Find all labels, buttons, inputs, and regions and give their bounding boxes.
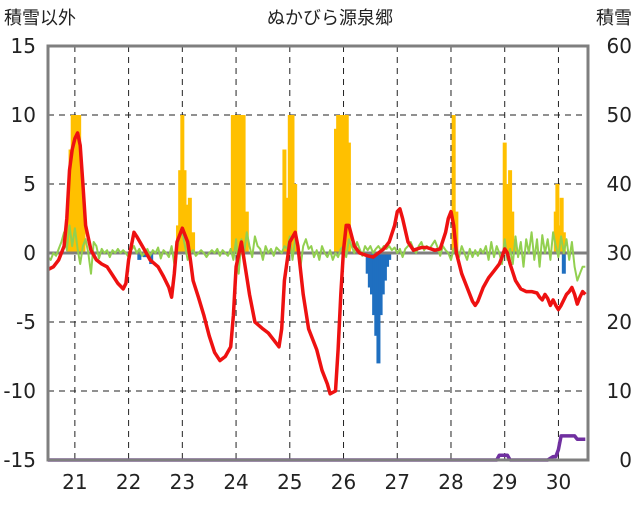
precip-positive-bar [338,115,343,253]
precip-positive-bar [336,115,341,253]
precip-positive-bar [555,184,560,253]
left-y-tick-label: 15 [11,34,36,58]
precip-positive-bar [508,170,513,253]
right-y-tick-label: 40 [607,172,632,196]
precip-negative-bar [370,253,374,295]
x-tick-label: 26 [331,470,356,494]
snow-depth-series-line [48,434,586,462]
precip-negative-bar [142,253,147,258]
precip-bars [66,115,566,364]
left-y-tick-label: 10 [11,103,36,127]
chart-title: ぬかびら源泉郷 [267,8,393,29]
right-y-tick-label: 50 [607,103,632,127]
series-lines [47,131,588,462]
right-y-tick-label: 60 [607,34,632,58]
precip-positive-bar [68,149,73,253]
precip-positive-bar [232,115,237,253]
precip-positive-bar [340,115,345,253]
x-tick-label: 25 [277,470,302,494]
precip-positive-bar [557,225,562,253]
precip-negative-bar [137,253,142,260]
precip-negative-bar [382,253,387,281]
precip-negative-bar [365,253,370,274]
precip-positive-bar [287,115,292,253]
precip-positive-bar [561,232,566,253]
precip-positive-bar [510,211,515,253]
precip-positive-bar [290,115,295,253]
precip-positive-bar [451,115,456,253]
precip-positive-bar [342,115,347,253]
temperature-series-line [47,131,587,396]
precip-positive-bar [505,184,510,253]
precip-positive-bar [77,115,82,253]
precip-positive-bar [454,211,459,253]
precip-positive-bar [70,115,75,253]
precip-negative-bar [385,253,390,267]
right-y-tick-label: 30 [607,241,632,265]
right-axis-label: 積雪 [596,8,632,29]
plot-frame [46,44,590,462]
precip-positive-bar [178,170,183,253]
precip-positive-bar [66,197,71,253]
left-y-tick-label: 0 [23,241,36,265]
precip-negative-bar [367,253,372,288]
precip-positive-bar [293,184,298,253]
precip-positive-bar [239,115,244,253]
x-tick-label: 28 [438,470,463,494]
precip-positive-bar [346,142,351,253]
left-y-tick-label: 5 [23,172,36,196]
precip-positive-bar [182,170,187,253]
precip-positive-bar [230,115,235,253]
right-y-tick-label: 0 [619,448,632,472]
precip-negative-bar [372,253,377,316]
x-tick-label: 23 [170,470,195,494]
precip-positive-bar [72,115,77,253]
precip-positive-bar [237,115,242,253]
precip-negative-bar [561,253,566,274]
left-y-tick-label: -5 [16,310,36,334]
precip-positive-bar [75,115,80,253]
x-tick-label: 21 [62,470,87,494]
precip-positive-bar [282,149,287,253]
precip-positive-bar [235,115,240,253]
x-tick-label: 24 [223,470,248,494]
precip-positive-bar [559,197,564,253]
precip-positive-bar [180,115,185,253]
precip-negative-bar [374,253,379,336]
right-y-tick-label: 20 [607,310,632,334]
precip-positive-bar [187,197,192,253]
left-y-tick-label: -10 [3,379,36,403]
x-tick-label: 27 [385,470,410,494]
precip-negative-bar [387,253,392,260]
precip-negative-bar [380,253,385,295]
precip-positive-bar [502,142,507,253]
precip-positive-bar [241,115,246,253]
wind-series-line [47,224,586,282]
precip-negative-bar [378,253,383,316]
left-y-tick-label: -15 [3,448,36,472]
precip-positive-bar [334,128,338,253]
x-tick-label: 30 [546,470,571,494]
left-axis-label: 積雪以外 [4,8,76,29]
precip-negative-bar [376,253,381,364]
precip-positive-bar [79,170,84,253]
right-y-tick-label: 10 [607,379,632,403]
x-tick-label: 22 [116,470,141,494]
precip-positive-bar [344,115,349,253]
precip-positive-bar [184,204,189,253]
precip-positive-bar [191,232,196,253]
x-tick-label: 29 [492,470,517,494]
precip-positive-bar [285,197,290,253]
precip-positive-bar [81,211,86,253]
